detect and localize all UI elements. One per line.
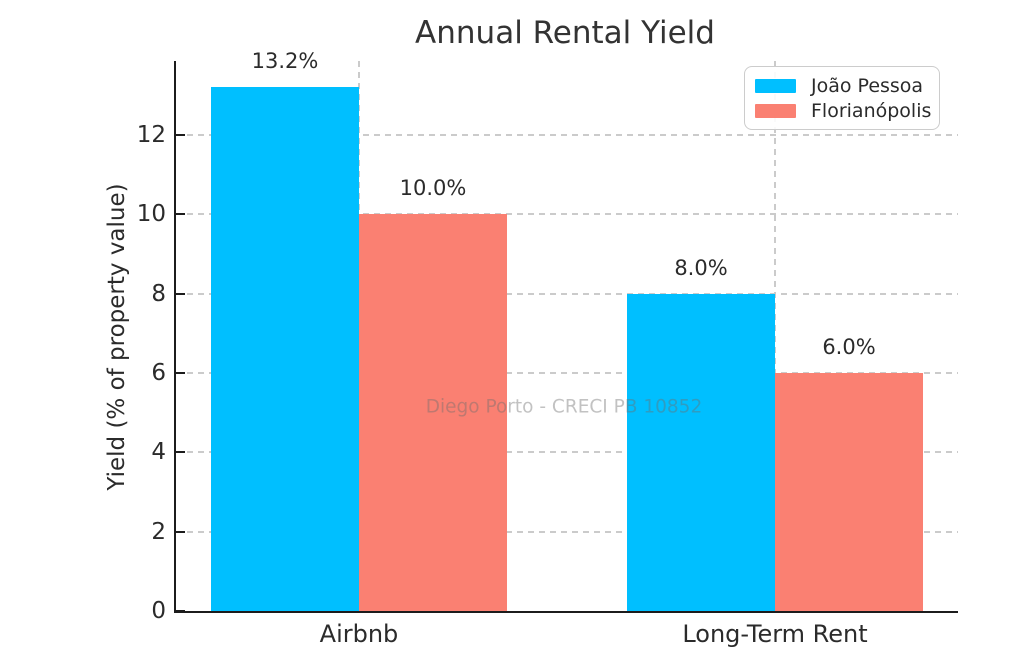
legend-item-florianopolis: Florianópolis	[755, 100, 931, 122]
y-tick-mark	[176, 530, 185, 533]
y-tick-label: 0	[151, 598, 166, 624]
gridline-horizontal	[176, 292, 958, 295]
gridline-horizontal	[176, 133, 958, 136]
gridline-horizontal	[176, 530, 958, 533]
bar-florianópolis-airbnb	[358, 214, 507, 611]
watermark: Diego Porto - CRECI PB 10852	[425, 396, 703, 418]
y-tick-mark	[176, 451, 185, 454]
legend-label-joao-pessoa: João Pessoa	[811, 74, 924, 97]
legend-item-joao-pessoa: João Pessoa	[755, 75, 927, 97]
gridline-horizontal	[176, 451, 958, 454]
bar-value-label: 8.0%	[674, 255, 728, 280]
bar-value-label: 6.0%	[822, 334, 876, 359]
y-tick-label: 4	[151, 439, 166, 466]
y-tick-mark	[176, 371, 185, 374]
legend: João Pessoa Florianópolis	[744, 66, 940, 130]
y-tick-label: 8	[151, 280, 166, 307]
legend-swatch-florianopolis	[755, 103, 796, 118]
legend-label-florianopolis: Florianópolis	[811, 99, 932, 122]
bar-joão-pessoa-long-term-rent	[627, 293, 775, 611]
bar-florianópolis-long-term-rent	[775, 372, 923, 611]
x-tick-label: Airbnb	[319, 620, 399, 648]
y-tick-mark	[176, 292, 185, 295]
y-tick-label: 6	[151, 359, 166, 386]
bar-value-label: 10.0%	[399, 176, 467, 201]
y-tick-label: 12	[136, 121, 166, 148]
legend-swatch-joao-pessoa	[755, 78, 796, 93]
x-tick-label: Long-Term Rent	[682, 620, 868, 648]
y-tick-mark	[176, 610, 185, 612]
plot-area: 0 2 4 6 8 10 12 Airbnb Long-Term Rent 13.2% 8.0% 10…	[137, 49, 958, 648]
y-tick-mark	[176, 213, 185, 216]
y-tick-mark	[176, 133, 185, 136]
gridline-vertical	[774, 61, 776, 611]
bar-joão-pessoa-airbnb	[210, 87, 359, 611]
bar-value-label: 13.2%	[251, 49, 319, 74]
gridline-horizontal	[176, 371, 958, 374]
y-tick-label: 2	[151, 518, 166, 545]
gridline-horizontal	[176, 213, 958, 216]
y-tick-label: 10	[136, 201, 166, 228]
chart-title: Annual Rental Yield	[415, 15, 715, 51]
